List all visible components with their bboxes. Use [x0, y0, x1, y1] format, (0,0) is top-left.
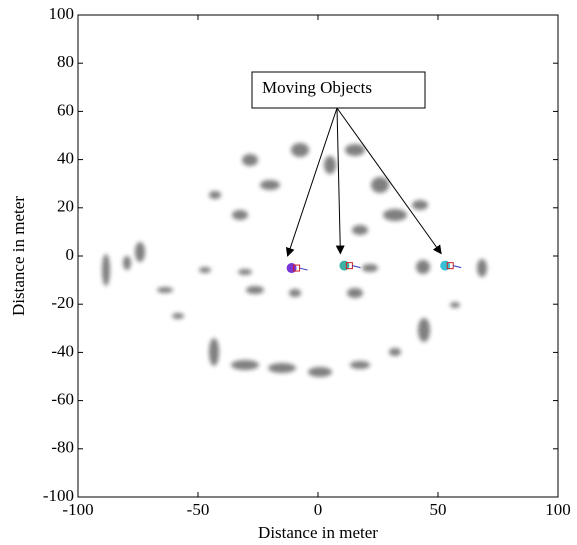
object-velocity: [299, 267, 308, 271]
y-tick-label: -60: [51, 390, 74, 409]
x-tick-label: 0: [314, 500, 323, 519]
occupancy-background: [102, 143, 487, 377]
y-tick-label: 0: [66, 245, 75, 264]
annotation-arrow: [285, 107, 338, 257]
object-velocity: [453, 265, 462, 269]
y-tick-label: -20: [51, 293, 74, 312]
x-tick-label: 100: [545, 500, 571, 519]
y-tick-label: -100: [43, 486, 74, 505]
annotation-box: [251, 71, 426, 109]
y-tick-label: 40: [57, 149, 74, 168]
y-tick-label: 60: [57, 100, 74, 119]
y-axis-label: Distance in meter: [9, 196, 28, 316]
y-tick-label: -80: [51, 438, 74, 457]
x-tick-label: -50: [187, 500, 210, 519]
annotation: Moving Objects: [262, 78, 372, 97]
x-tick-label: -100: [62, 500, 93, 519]
y-tick-label: 20: [57, 197, 74, 216]
object-velocity: [352, 265, 361, 269]
x-tick-label: 50: [430, 500, 447, 519]
y-tick-label: 80: [57, 52, 74, 71]
y-tick-label: -40: [51, 341, 74, 360]
y-tick-label: 100: [49, 4, 75, 23]
x-axis-label: Distance in meter: [258, 523, 378, 542]
annotation-arrow: [335, 107, 345, 255]
annotation-arrow: [336, 107, 442, 255]
